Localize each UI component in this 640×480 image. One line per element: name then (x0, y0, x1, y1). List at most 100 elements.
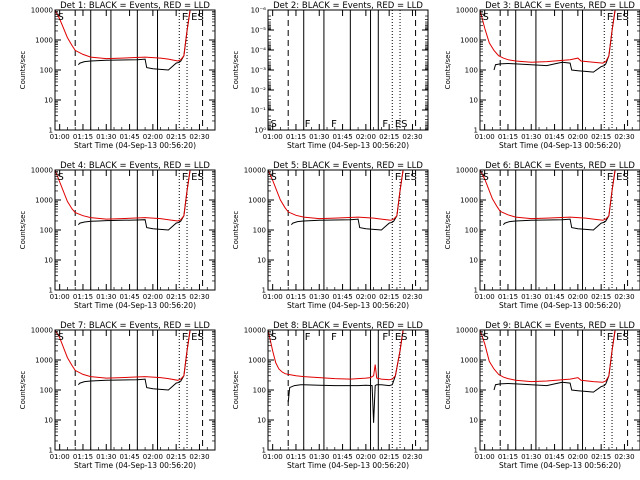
flag-label: ES (616, 332, 629, 343)
panel-title: Det 3: BLACK = Events, RED = LLD (485, 1, 635, 11)
flag-label: ES (616, 12, 629, 23)
x-tick-label: 02:00 (568, 293, 588, 301)
y-tick-label: 10 (257, 417, 266, 425)
x-tick-label: 02:15 (166, 293, 186, 301)
lld-series-line (268, 170, 404, 221)
x-tick-label: 02:00 (356, 453, 376, 461)
x-tick-label: 02:30 (614, 133, 634, 141)
flag-label: ES (191, 172, 204, 183)
flag-label: S (58, 332, 64, 343)
flag-label: F (607, 332, 613, 343)
panel-title: Det 6: BLACK = Events, RED = LLD (485, 161, 635, 171)
x-tick-label: 01:45 (544, 293, 564, 301)
x-tick-label: 01:45 (332, 293, 352, 301)
y-tick-label: 1000 (460, 357, 478, 365)
x-tick-label: 01:00 (50, 133, 70, 141)
plot-frame (479, 9, 640, 131)
x-tick-label: 01:15 (73, 293, 93, 301)
panel-title: Det 5: BLACK = Events, RED = LLD (273, 161, 423, 171)
x-tick-label: 01:30 (309, 453, 329, 461)
flag-label: S (483, 332, 489, 343)
x-tick-label: 01:00 (263, 133, 283, 141)
plot-area (55, 170, 204, 290)
x-tick-label: 01:15 (498, 453, 518, 461)
flag-label: F (382, 332, 388, 343)
plot-frame (267, 329, 429, 451)
flag-label: ES (395, 332, 408, 343)
x-tick-label: 01:30 (96, 453, 116, 461)
y-tick-label: 1000 (35, 197, 53, 205)
x-tick-label: 01:30 (96, 133, 116, 141)
flag-label: F (305, 332, 311, 343)
y-tick-label: 10 (257, 257, 266, 265)
x-tick-label: 01:15 (498, 293, 518, 301)
flag-label: F (331, 119, 337, 130)
x-tick-label: 01:30 (521, 133, 541, 141)
x-tick-label: 02:30 (614, 453, 634, 461)
x-tick-label: 02:00 (143, 453, 163, 461)
x-tick-label: 01:15 (73, 453, 93, 461)
x-tick-label: 02:30 (402, 133, 422, 141)
panel-title: Det 2: BLACK = Events, RED = LLD (273, 1, 423, 11)
y-tick-label: 100 (465, 227, 478, 235)
flag-label: S (483, 12, 489, 23)
plot-area (480, 10, 629, 130)
flag-label: F (305, 119, 311, 130)
y-tick-label: 10⁻⁵ (251, 27, 267, 35)
x-tick-label: 02:30 (402, 453, 422, 461)
plot-area (268, 330, 417, 450)
x-tick-label: 01:30 (309, 293, 329, 301)
plot-area (268, 170, 417, 290)
x-tick-label: 02:00 (356, 133, 376, 141)
x-tick-label: 02:00 (356, 293, 376, 301)
y-tick-label: 10⁻¹ (251, 107, 267, 115)
x-tick-label: 01:45 (332, 453, 352, 461)
y-tick-label: 10 (469, 97, 478, 105)
events-series-line (287, 330, 404, 423)
flag-label: S (58, 172, 64, 183)
y-tick-label: 1000 (248, 357, 266, 365)
panel-title: Det 4: BLACK = Events, RED = LLD (60, 161, 210, 171)
x-tick-label: 01:30 (521, 293, 541, 301)
x-tick-label: 01:15 (498, 133, 518, 141)
x-tick-label: 01:00 (475, 453, 495, 461)
flag-label: S (58, 12, 64, 23)
y-tick-label: 10⁻² (251, 87, 267, 95)
events-series-line (77, 170, 191, 231)
flag-label: ES (395, 119, 408, 130)
lld-series-line (480, 170, 616, 221)
x-tick-label: 02:15 (379, 453, 399, 461)
x-tick-label: 01:15 (286, 293, 306, 301)
panel-det2: Det 2: BLACK = Events, RED = LLD S F F F ES 10… (232, 1, 429, 150)
flag-label: S (271, 119, 277, 130)
y-tick-label: 100 (40, 67, 53, 75)
y-axis-label: Counts/sec (232, 51, 240, 90)
x-axis-label: Start Time (04-Sep-13 00:56:20) (287, 301, 409, 310)
x-tick-label: 02:15 (379, 133, 399, 141)
y-tick-label: 10⁻³ (251, 67, 267, 75)
y-tick-label: 10 (44, 257, 53, 265)
x-tick-label: 02:15 (591, 453, 611, 461)
y-tick-label: 1 (262, 287, 266, 295)
plot-frame (54, 329, 216, 451)
events-series-line (502, 170, 616, 231)
x-tick-label: 01:30 (96, 293, 116, 301)
plot-frame (54, 169, 216, 291)
x-tick-label: 02:15 (591, 133, 611, 141)
x-tick-label: 02:00 (143, 293, 163, 301)
flag-label: F (182, 332, 188, 343)
y-tick-label: 1000 (35, 37, 53, 45)
x-tick-label: 02:30 (189, 453, 209, 461)
y-tick-label: 10000 (31, 167, 53, 175)
x-tick-label: 02:15 (166, 133, 186, 141)
lld-series-line (55, 170, 191, 222)
y-tick-label: 1000 (460, 197, 478, 205)
plot-area (55, 330, 204, 450)
x-tick-label: 01:00 (475, 293, 495, 301)
panel-title: Det 1: BLACK = Events, RED = LLD (60, 1, 210, 11)
plot-area (55, 10, 204, 130)
